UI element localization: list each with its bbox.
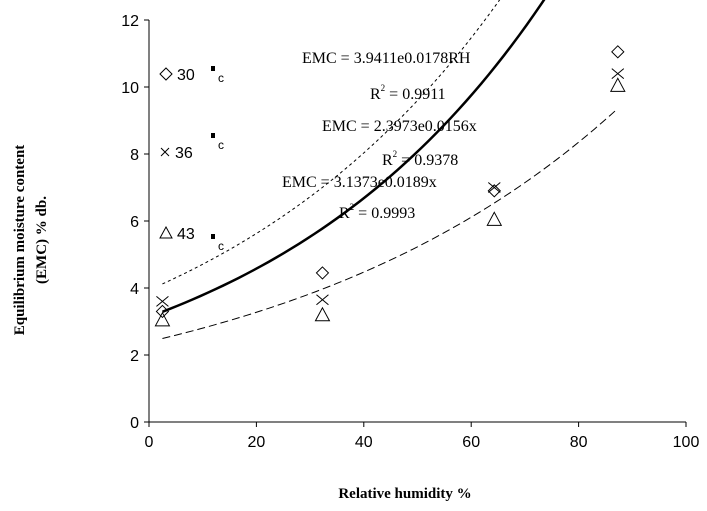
data-markers <box>154 45 626 327</box>
equation-30: EMC = 3.9411e0.0178RH <box>302 50 471 67</box>
legend-unit-30: c <box>218 71 224 85</box>
fit-curves <box>161 0 619 339</box>
equation-43: EMC = 3.1373e0.0189x <box>282 174 437 191</box>
fit-curve-30 <box>162 0 501 285</box>
r2-36: R2 = 0.9378 <box>382 149 458 169</box>
y-axis-title-line1: Equilibrium moisture content <box>12 145 28 336</box>
x-tick-label: 40 <box>355 434 373 451</box>
x-axis-ticks: 0 20 40 60 80 100 <box>145 422 700 451</box>
x-tick-label: 100 <box>673 434 700 451</box>
marker-43-2 <box>486 211 503 226</box>
x-tick-label: 80 <box>570 434 588 451</box>
x-tick-label: 0 <box>145 434 154 451</box>
marker-30-2 <box>487 184 501 198</box>
y-tick-label: 8 <box>130 147 139 164</box>
legend-degree-mark-43 <box>211 234 215 239</box>
y-axis-title-line2: (EMC) % db. <box>34 196 50 284</box>
marker-36-0 <box>156 296 169 307</box>
marker-43-1 <box>314 306 331 322</box>
y-tick-label: 4 <box>130 281 139 298</box>
y-tick-label: 10 <box>121 80 139 97</box>
marker-36-1 <box>316 294 329 306</box>
marker-36-2 <box>487 182 501 193</box>
r2-30: R2 = 0.9911 <box>370 83 446 103</box>
legend-unit-36: c <box>218 138 224 152</box>
legend-degree-mark-30 <box>211 66 215 71</box>
marker-30-3 <box>611 45 625 59</box>
marker-43-0 <box>154 311 171 327</box>
legend-triangle-marker <box>159 225 173 239</box>
legend-item-30: 30 c <box>159 66 224 85</box>
x-tick-label: 60 <box>462 434 480 451</box>
y-tick-label: 12 <box>121 13 139 30</box>
marker-36-3 <box>611 68 625 79</box>
marker-30-0 <box>155 304 170 319</box>
y-tick-label: 2 <box>130 348 139 365</box>
y-tick-label: 6 <box>130 214 139 231</box>
x-tick-label: 20 <box>248 434 266 451</box>
legend-item-36: 36 c <box>160 133 224 162</box>
fit-curve-36 <box>162 108 619 339</box>
r2-43: R2 = 0.9993 <box>339 202 415 222</box>
x-axis-title: Relative humidity % <box>338 486 471 502</box>
y-tick-label: 0 <box>130 415 139 432</box>
marker-43-3 <box>609 77 626 92</box>
legend-label-43: 43 <box>177 226 195 243</box>
equation-36: EMC = 2.3973e0.0156x <box>322 118 477 135</box>
fit-curve-43 <box>161 0 546 313</box>
marker-30-1 <box>315 266 330 280</box>
legend-label-30: 30 <box>177 67 195 84</box>
legend-label-36: 36 <box>175 145 193 162</box>
legend-degree-mark-36 <box>211 133 215 138</box>
legend-x-marker <box>160 147 170 157</box>
legend-diamond-marker <box>159 67 173 81</box>
y-axis-ticks: 0 2 4 6 8 10 12 <box>121 13 149 432</box>
legend-item-43: 43 c <box>159 225 224 253</box>
legend-unit-43: c <box>218 239 224 253</box>
legend: 30 c 36 c 43 c <box>159 66 224 253</box>
